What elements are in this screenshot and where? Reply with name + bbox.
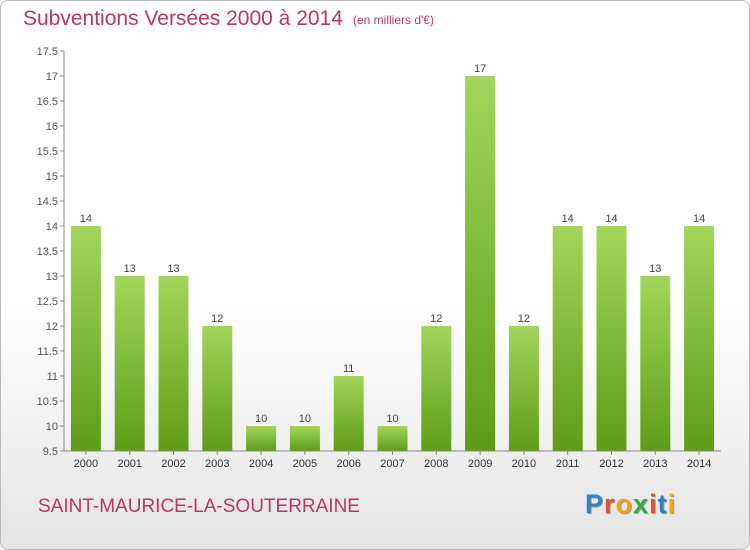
bar-2010 <box>508 326 539 451</box>
bar-2001 <box>114 276 145 451</box>
x-tick-label: 2014 <box>687 458 711 470</box>
data-label: 10 <box>386 413 398 425</box>
data-label: 13 <box>649 263 661 275</box>
y-tick-label: 11.5 <box>37 346 58 358</box>
x-tick-label: 2009 <box>468 458 492 470</box>
x-tick-label: 2002 <box>161 458 185 470</box>
x-tick-label: 2006 <box>336 458 360 470</box>
bar-2006 <box>333 376 364 451</box>
y-tick-label: 12.5 <box>37 296 58 308</box>
x-tick-label: 2005 <box>293 458 317 470</box>
bar-2013 <box>640 276 671 451</box>
data-label: 14 <box>562 213 574 225</box>
bar-2012 <box>596 226 627 451</box>
y-tick-label: 15 <box>46 171 58 183</box>
x-tick-label: 2010 <box>512 458 536 470</box>
x-tick-label: 2004 <box>249 458 273 470</box>
bar-2005 <box>289 426 320 451</box>
data-label: 12 <box>430 313 442 325</box>
bar-2011 <box>552 226 583 451</box>
x-tick-label: 2003 <box>205 458 229 470</box>
data-label: 12 <box>211 313 223 325</box>
y-tick-label: 11 <box>47 371 58 383</box>
logo-letter: o <box>615 489 634 519</box>
data-label: 10 <box>255 413 267 425</box>
x-tick-label: 2011 <box>556 458 580 470</box>
chart-title: Subventions Versées 2000 à 2014 <box>23 7 343 30</box>
data-label: 14 <box>605 213 617 225</box>
x-tick-label: 2008 <box>424 458 448 470</box>
data-label: 11 <box>343 363 354 375</box>
data-label: 13 <box>167 263 179 275</box>
x-tick-label: 2013 <box>643 458 667 470</box>
data-label: 14 <box>80 213 92 225</box>
bar-2007 <box>377 426 408 451</box>
y-tick-label: 12 <box>46 321 58 333</box>
bar-2004 <box>246 426 277 451</box>
x-tick-label: 2007 <box>380 458 404 470</box>
bar-2008 <box>421 326 452 451</box>
logo-letter: t <box>657 489 668 519</box>
y-tick-label: 16 <box>46 121 58 133</box>
bar-chart: 9.5 10 10.5 11 11.5 12 12.5 13 13.5 14 14.5 15 15.5 1… <box>37 46 721 470</box>
data-label: 13 <box>124 263 136 275</box>
logo-letter: P <box>585 489 605 519</box>
y-tick-label: 16.5 <box>37 96 58 108</box>
y-tick-label: 13 <box>46 271 58 283</box>
bar-2000 <box>70 226 101 451</box>
y-tick-label: 17.5 <box>37 46 58 58</box>
data-label: 12 <box>518 313 530 325</box>
bar-2014 <box>684 226 715 451</box>
commune-name: SAINT-MAURICE-LA-SOUTERRAINE <box>38 496 360 517</box>
logo-letter: i <box>649 489 658 519</box>
y-tick-label: 17 <box>46 71 58 83</box>
chart-unit: (en milliers d'€) <box>353 13 434 27</box>
data-label: 14 <box>693 213 705 225</box>
logo-letter: i <box>667 489 677 519</box>
bar-2003 <box>202 326 233 451</box>
logo-letter: x <box>633 489 650 519</box>
y-tick-label: 15.5 <box>37 146 58 158</box>
y-tick-label: 10.5 <box>37 396 58 408</box>
x-tick-label: 2012 <box>599 458 623 470</box>
proxiti-logo[interactable]: Proxiti <box>585 489 676 520</box>
data-label: 17 <box>474 63 486 75</box>
bar-2009 <box>465 76 496 451</box>
x-tick-label: 2001 <box>117 458 141 470</box>
bars: 14 13 13 12 10 10 11 10 12 17 12 14 14 13 14 <box>70 63 715 451</box>
y-tick-label: 14.5 <box>37 196 58 208</box>
y-tick-label: 13.5 <box>37 246 58 258</box>
y-tick-label: 14 <box>46 221 58 233</box>
y-axis: 9.5 10 10.5 11 11.5 12 12.5 13 13.5 14 14.5 15 15.5 1… <box>37 46 65 458</box>
logo-letter: r <box>604 489 616 519</box>
bar-2002 <box>158 276 189 451</box>
data-label: 10 <box>299 413 311 425</box>
x-axis: 2000 2001 2002 2003 2004 2005 2006 2007 2008 2009… <box>64 450 721 470</box>
x-tick-label: 2000 <box>74 458 98 470</box>
y-tick-label: 9.5 <box>43 446 58 458</box>
y-tick-label: 10 <box>46 421 58 433</box>
